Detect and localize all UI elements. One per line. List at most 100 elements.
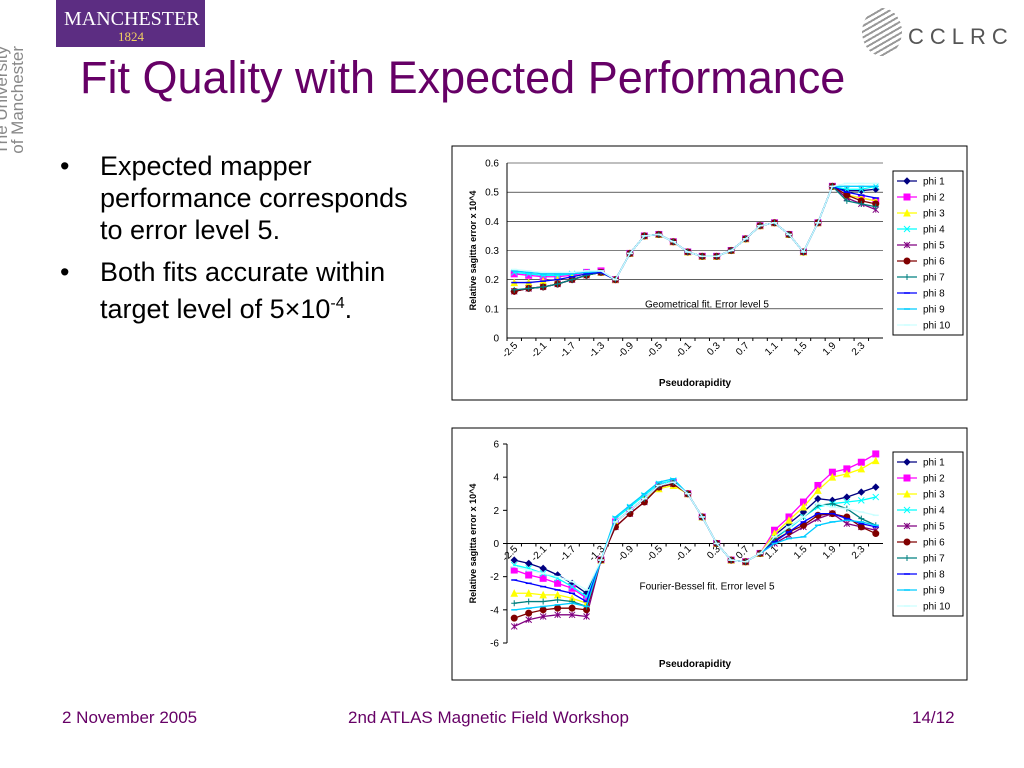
legend-label: phi 8 [923, 570, 945, 581]
legend-label: phi 2 [923, 474, 945, 485]
legend-label: phi 3 [923, 209, 945, 220]
y-tick-label: 6 [493, 440, 499, 451]
marker [814, 495, 822, 503]
marker [554, 281, 561, 288]
legend-label: phi 4 [923, 506, 945, 517]
marker [583, 613, 590, 620]
legend-label: phi 7 [923, 273, 945, 284]
marker [524, 589, 533, 597]
series-line [514, 481, 876, 591]
marker [510, 614, 518, 622]
legend-marker [903, 474, 911, 482]
marker [539, 590, 547, 599]
marker [525, 571, 533, 579]
legend-marker [903, 193, 911, 201]
y-tick-label: -4 [490, 605, 499, 616]
marker [872, 493, 880, 501]
y-tick-label: 0.2 [485, 275, 499, 286]
legend-label: phi 6 [923, 257, 945, 268]
legend-marker [903, 257, 911, 265]
x-axis-title: Pseudorapidity [659, 659, 732, 670]
marker [872, 483, 880, 491]
legend-label: phi 2 [923, 193, 945, 204]
bullet-text: Both fits accurate within target level o… [100, 257, 386, 324]
marker [829, 500, 836, 507]
marker [843, 520, 851, 527]
marker [857, 464, 866, 473]
legend-marker [903, 522, 911, 530]
marker [569, 276, 576, 283]
marker [843, 493, 851, 501]
legend-label: phi 1 [923, 458, 945, 469]
marker [799, 502, 808, 511]
marker [510, 566, 518, 574]
legend-label: phi 7 [923, 554, 945, 565]
legend-label: phi 8 [923, 289, 945, 300]
marker [858, 515, 865, 522]
legend-marker [904, 555, 910, 561]
bullet: Both fits accurate within target level o… [60, 256, 430, 325]
marker [539, 564, 547, 573]
footer-date: 2 November 2005 [62, 708, 198, 727]
marker [525, 598, 532, 605]
bullet-list: Expected mapper performance corresponds … [60, 150, 430, 335]
marker [843, 469, 851, 478]
y-tick-label: 4 [493, 473, 499, 484]
bullet-tail: . [344, 294, 353, 324]
legend-label: phi 6 [923, 538, 945, 549]
legend-label: phi 4 [923, 225, 945, 236]
marker [511, 286, 518, 293]
marker [510, 589, 519, 597]
legend-label: phi 5 [923, 241, 945, 252]
marker [525, 609, 533, 617]
legend-label: phi 3 [923, 490, 945, 501]
legend-label: phi 9 [923, 305, 945, 316]
marker [568, 611, 576, 619]
marker [539, 574, 547, 582]
chart-frame [451, 427, 968, 681]
y-tick-label: 2 [493, 506, 499, 517]
marker [525, 616, 533, 624]
annotation: Fourier-Bessel fit. Error level 5 [639, 581, 774, 592]
marker [539, 606, 547, 614]
y-tick-label: 0.1 [485, 304, 499, 315]
marker [510, 623, 518, 630]
manchester-logo: MANCHESTER 1824 [56, 0, 205, 47]
cclrc-mark [862, 8, 902, 56]
slide-title: Fit Quality with Expected Performance [80, 52, 846, 103]
legend-label: phi 1 [923, 177, 945, 188]
logo-text: MANCHESTER [64, 8, 200, 30]
y-axis-title: Relative sagitta error x 10^4 [468, 484, 478, 604]
superscript: -4 [330, 295, 345, 312]
legend-marker [903, 177, 911, 185]
legend-label: phi 9 [923, 586, 945, 597]
legend-marker [903, 489, 911, 498]
marker [510, 556, 518, 564]
marker [554, 596, 561, 603]
x-axis-title: Pseudorapidity [659, 378, 732, 389]
marker [872, 203, 879, 210]
marker [857, 458, 865, 466]
cclrc-logo: CCLRC [908, 24, 1014, 49]
annotation: Geometrical fit. Error level 5 [645, 300, 769, 311]
legend-label: phi 10 [923, 602, 951, 613]
y-tick-label: 0.6 [485, 159, 499, 170]
marker [871, 456, 880, 465]
y-tick-label: 0 [493, 334, 499, 345]
marker [568, 604, 576, 612]
legend-marker [904, 274, 910, 280]
legend-marker [903, 538, 911, 546]
marker [857, 185, 865, 193]
y-tick-label: 0 [493, 539, 499, 550]
bullet: Expected mapper performance corresponds … [60, 150, 430, 246]
marker [540, 598, 547, 605]
marker [554, 579, 562, 587]
marker [539, 613, 547, 620]
y-tick-label: 0.4 [485, 217, 499, 228]
marker [858, 200, 865, 207]
marker [843, 197, 850, 204]
footer-page: 14/12 [912, 708, 955, 727]
legend-label: phi 10 [923, 321, 951, 332]
marker [524, 559, 533, 568]
